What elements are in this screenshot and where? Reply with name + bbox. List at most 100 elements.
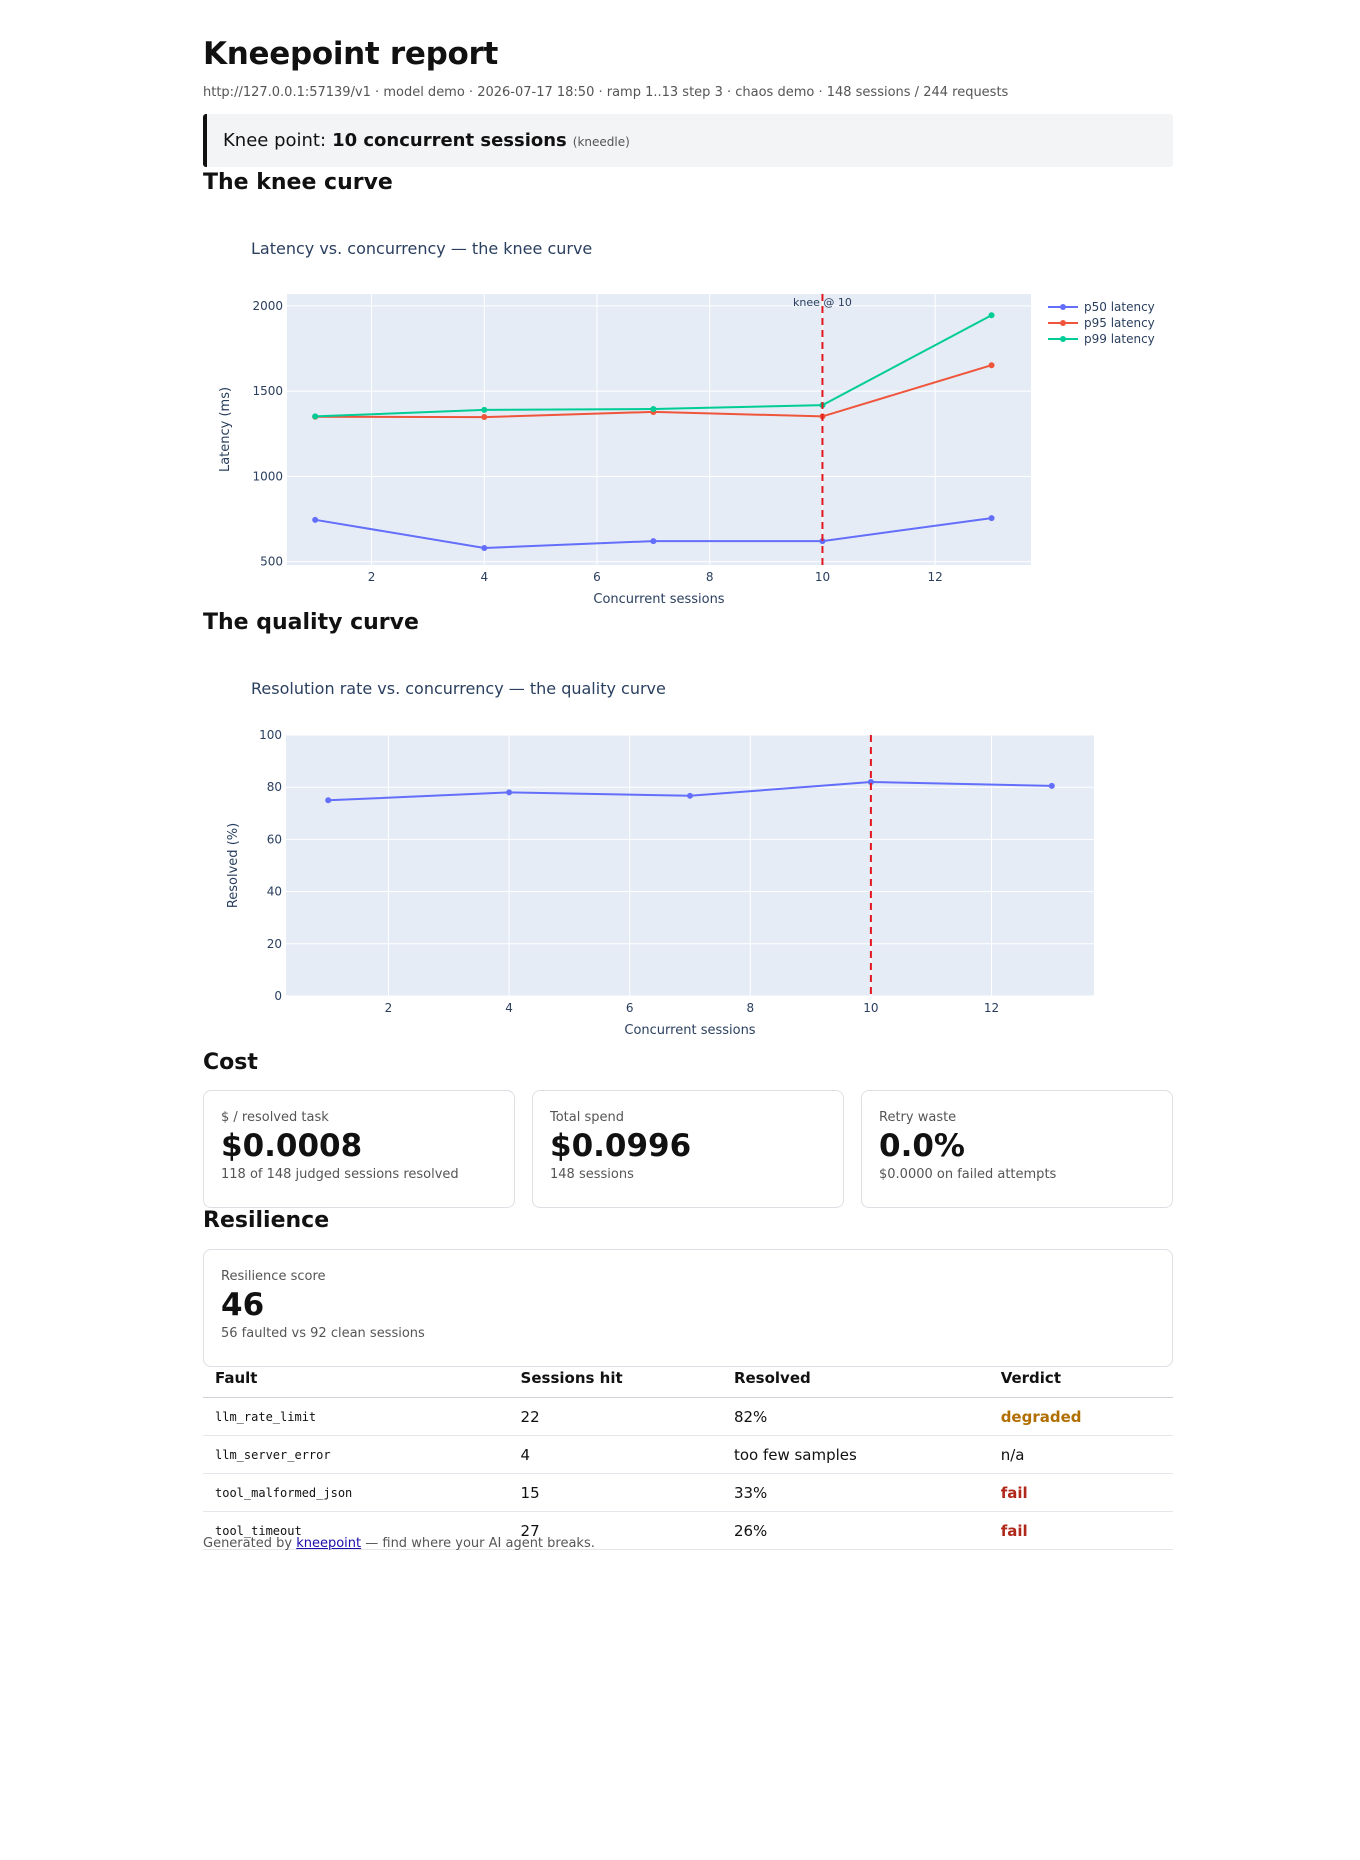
plot-area	[286, 735, 1094, 996]
footer-suffix: — find where your AI agent breaks.	[365, 1536, 595, 1551]
x-axis-label: Concurrent sessions	[593, 592, 724, 607]
data-point	[650, 406, 657, 413]
y-tick-label: 20	[267, 937, 282, 951]
knee-value: 10 concurrent sessions	[332, 130, 567, 151]
sessions-hit: 27	[508, 1511, 722, 1550]
knee-chart: 2 4 6 8 10 12 500 1000 1500 2000 Latency vs. concu…	[203, 238, 1173, 607]
section-heading-cost: Cost	[203, 1050, 258, 1075]
fault-name: tool_malformed_json	[203, 1473, 509, 1512]
data-point	[481, 544, 488, 551]
chart-title: Latency vs. concurrency — the knee curve	[251, 239, 592, 258]
verdict: n/a	[988, 1435, 1173, 1474]
resolved-rate: too few samples	[721, 1435, 989, 1474]
section-heading-resilience: Resilience	[203, 1208, 330, 1233]
y-tick-label: 80	[267, 780, 282, 794]
fault-name: llm_rate_limit	[203, 1397, 509, 1436]
page-title: Kneepoint report	[203, 36, 499, 72]
y-tick-label: 1000	[252, 469, 283, 483]
y-tick-label: 2000	[252, 299, 283, 313]
fault-name: llm_server_error	[203, 1435, 509, 1474]
data-point	[988, 515, 995, 522]
fault-table: Fault Sessions hit Resolved Verdict llm_…	[203, 1359, 1173, 1550]
x-tick-label: 12	[928, 570, 943, 584]
resilience-score: 46	[221, 1287, 265, 1323]
knee-prefix: Knee point:	[223, 130, 327, 151]
y-tick-label: 40	[267, 885, 282, 899]
verdict: degraded	[988, 1397, 1173, 1436]
data-point	[687, 792, 693, 799]
data-point	[819, 538, 826, 545]
y-tick-label: 0	[274, 989, 282, 1003]
data-point	[325, 797, 332, 804]
chart-svg: 2 4 6 8 10 12 0 20 40 60 80 100 Resolution rate vs. …	[226, 679, 1094, 1038]
section-heading-knee: The knee curve	[203, 170, 393, 195]
footer: Generated by kneepoint — find where your…	[203, 1536, 595, 1551]
x-tick-label: 10	[815, 570, 830, 584]
data-point	[988, 312, 995, 319]
column-header: Verdict	[988, 1359, 1173, 1398]
fault-name: tool_timeout	[203, 1511, 509, 1550]
data-point	[312, 516, 319, 523]
legend-entry: p99 latency	[1084, 332, 1155, 346]
card-label: $ / resolved task	[221, 1110, 329, 1125]
card-label: Total spend	[550, 1110, 625, 1125]
data-point	[650, 538, 657, 545]
knee-callout: Knee point: 10 concurrent sessions (knee…	[203, 114, 1173, 167]
sessions-hit: 4	[508, 1435, 722, 1474]
resolved-rate: 33%	[721, 1473, 989, 1512]
card-label: Resilience score	[221, 1269, 326, 1284]
cost-cards: $ / resolved task $0.0008 118 of 148 jud…	[203, 1090, 1173, 1208]
column-header: Fault	[203, 1359, 509, 1398]
chart-title: Resolution rate vs. concurrency — the qu…	[251, 679, 666, 698]
x-axis-label: Concurrent sessions	[624, 1023, 755, 1038]
table-row: tool_malformed_json 15 33% fail	[203, 1473, 1173, 1512]
quality-chart: 2 4 6 8 10 12 0 20 40 60 80 100 Resolution rate vs. …	[203, 678, 1173, 1038]
card-value: 0.0%	[879, 1128, 965, 1164]
resolved-rate: 26%	[721, 1511, 989, 1550]
knee-marker-label: knee @ 10	[793, 296, 852, 309]
card-subtext: 148 sessions	[550, 1167, 634, 1182]
plot-area	[287, 294, 1031, 565]
y-tick-label: 100	[259, 728, 282, 742]
data-point	[506, 789, 513, 796]
data-point	[481, 414, 488, 421]
legend-swatch-marker	[1060, 304, 1066, 310]
cost-card-retry-waste: Retry waste 0.0% $0.0000 on failed attem…	[861, 1090, 1173, 1208]
resolved-rate: 82%	[721, 1397, 989, 1436]
card-value: $0.0996	[550, 1128, 692, 1164]
section-heading-quality: The quality curve	[203, 610, 419, 635]
y-axis-label: Resolved (%)	[226, 823, 241, 908]
x-tick-label: 6	[593, 570, 601, 584]
run-metadata: http://127.0.0.1:57139/v1 · model demo ·…	[203, 85, 1009, 100]
x-tick-label: 8	[746, 1001, 754, 1015]
data-point	[988, 362, 995, 369]
legend-swatch-marker	[1060, 336, 1066, 342]
knee-method: (kneedle)	[572, 135, 630, 149]
y-tick-label: 500	[260, 555, 283, 569]
x-tick-label: 12	[984, 1001, 999, 1015]
verdict: fail	[988, 1473, 1173, 1512]
x-tick-label: 8	[706, 570, 714, 584]
sessions-hit: 22	[508, 1397, 722, 1436]
card-subtext: 118 of 148 judged sessions resolved	[221, 1167, 459, 1182]
x-tick-label: 2	[368, 570, 376, 584]
x-tick-label: 6	[626, 1001, 634, 1015]
column-header: Resolved	[721, 1359, 989, 1398]
column-header: Sessions hit	[508, 1359, 722, 1398]
resilience-score-card: Resilience score 46 56 faulted vs 92 cle…	[203, 1249, 1173, 1367]
y-axis-label: Latency (ms)	[218, 387, 233, 472]
table-row: llm_server_error 4 too few samples n/a	[203, 1435, 1173, 1474]
sessions-hit: 15	[508, 1473, 722, 1512]
cost-card-total-spend: Total spend $0.0996 148 sessions	[532, 1090, 844, 1208]
card-subtext: $0.0000 on failed attempts	[879, 1167, 1057, 1182]
table-row: llm_rate_limit 22 82% degraded	[203, 1397, 1173, 1436]
table-row: tool_timeout 27 26% fail	[203, 1511, 1173, 1550]
x-tick-label: 2	[385, 1001, 393, 1015]
card-value: $0.0008	[221, 1128, 363, 1164]
report-page: Kneepoint report http://127.0.0.1:57139/…	[203, 0, 1173, 1551]
kneepoint-link[interactable]: kneepoint	[296, 1536, 362, 1551]
y-tick-label: 60	[267, 832, 282, 846]
chart-svg: 2 4 6 8 10 12 500 1000 1500 2000 Latency vs. concu…	[218, 239, 1155, 607]
x-tick-label: 4	[480, 570, 488, 584]
x-tick-label: 4	[505, 1001, 513, 1015]
